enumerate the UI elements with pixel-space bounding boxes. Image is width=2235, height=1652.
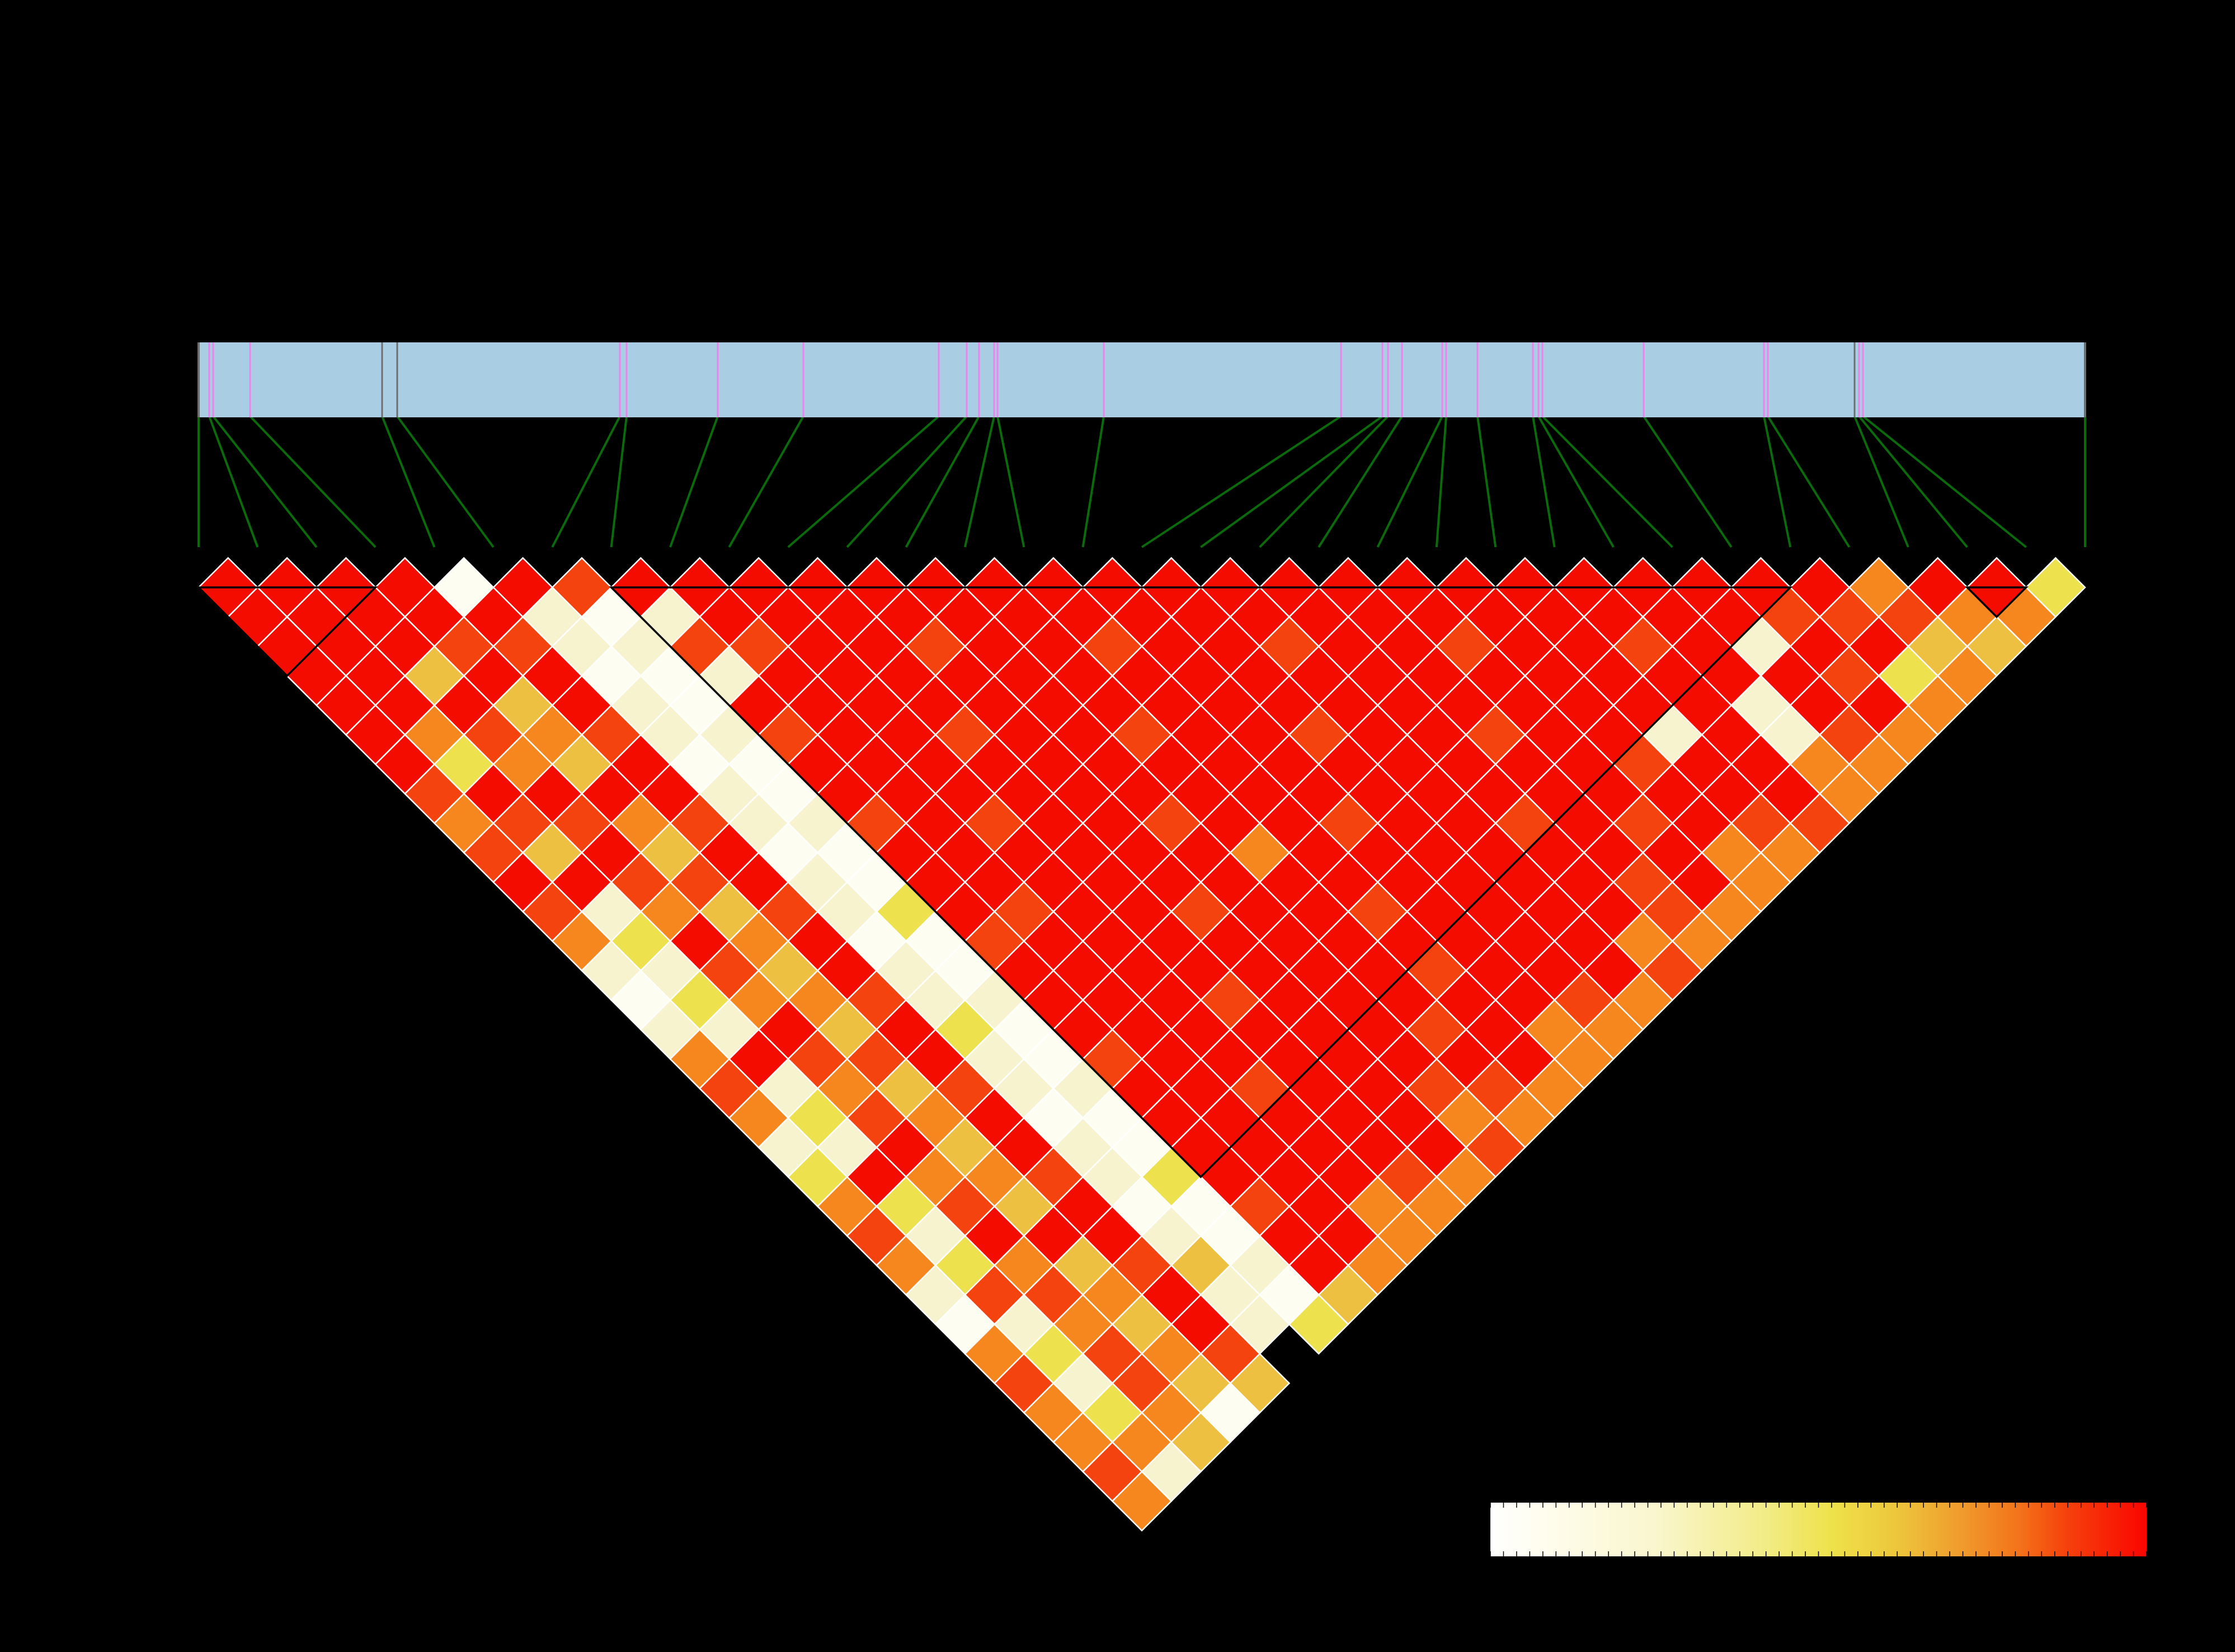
snp-connector-line	[1141, 415, 1342, 548]
snp-connector-line	[1537, 416, 1615, 548]
snp-connector-line	[249, 415, 377, 548]
ld-cells-group	[197, 557, 2086, 1532]
snp-connector-line	[787, 415, 940, 548]
snp-connector-line	[212, 415, 318, 548]
genomic-map-bar	[199, 342, 2085, 417]
haplotype-block-outlines-group	[196, 586, 2029, 1179]
snp-connector-line	[1643, 415, 1733, 548]
ld-cell	[1111, 1470, 1173, 1532]
snp-connector-line	[1435, 416, 1447, 548]
snp-connector-line	[610, 416, 628, 548]
snp-connector-line	[1541, 415, 1673, 548]
snp-connector-line	[1532, 416, 1556, 548]
snp-connector-line	[1259, 415, 1389, 548]
snp-connector-line	[1862, 415, 2027, 548]
snp-connector-line	[396, 415, 495, 548]
snp-connector-line	[1081, 416, 1105, 548]
snp-connector-line	[1763, 416, 1792, 548]
snp-connector-line	[905, 416, 980, 548]
color-key-group	[1490, 1503, 2147, 1556]
snp-connector-line	[208, 416, 259, 548]
snp-connector-line	[1200, 415, 1384, 548]
snp-connector-line	[1853, 416, 1909, 548]
snp-connector-line	[1476, 416, 1497, 548]
snp-connector-line	[728, 416, 804, 548]
snp-connector-line	[1318, 415, 1403, 548]
snp-connector-line	[846, 415, 968, 548]
color-key-bar	[1490, 1503, 2147, 1556]
genomic-map-bar-group	[197, 342, 2086, 417]
snp-connector-line	[963, 416, 995, 548]
snp-connector-line	[1767, 415, 1851, 548]
snp-connector-line	[996, 416, 1025, 548]
haplotype-block-outline	[1965, 586, 2029, 619]
haplotype-block-outline	[609, 586, 1793, 1179]
snp-connector-line	[1376, 416, 1443, 548]
snp-connector-line	[551, 416, 621, 548]
snp-connector-line	[1858, 415, 1968, 548]
haplotype-block-outline	[196, 586, 378, 677]
snp-connector-lines-group	[197, 415, 2086, 548]
snp-connector-line	[669, 416, 719, 548]
ld-cell	[1288, 1293, 1349, 1355]
snp-connector-line	[381, 416, 436, 548]
